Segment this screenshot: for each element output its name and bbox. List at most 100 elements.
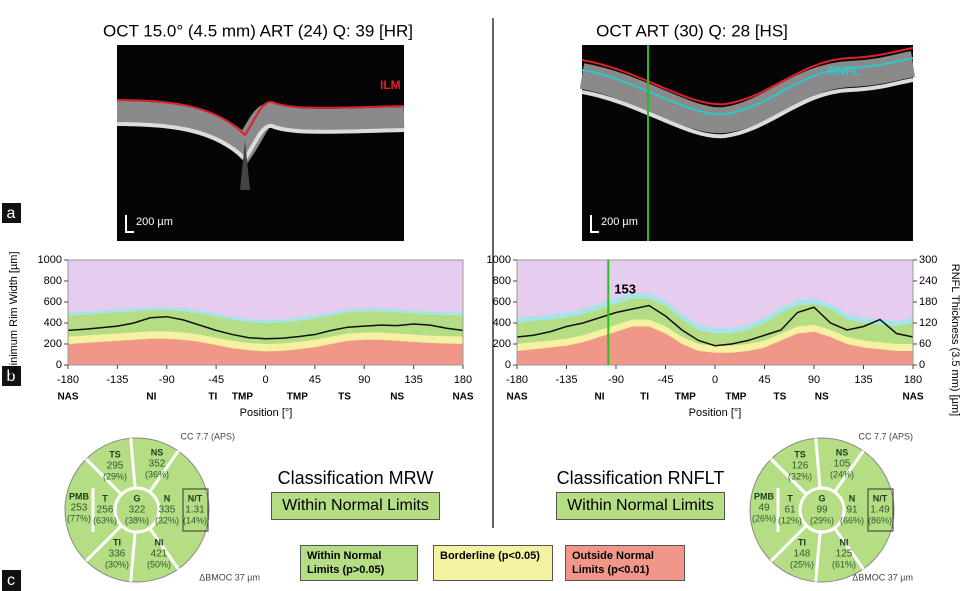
classification-result: Within Normal Limits <box>556 492 725 520</box>
sector-value: 253 <box>71 503 88 514</box>
sector-divider <box>148 450 180 493</box>
sector-name: NS <box>151 447 164 457</box>
sector-name: G <box>133 493 140 503</box>
retina-layer <box>116 101 405 165</box>
layer-label: RNFL <box>828 64 860 78</box>
sector-percent: (24%) <box>830 469 854 479</box>
x-tick-label: 90 <box>358 374 370 386</box>
panel-letter-bg <box>2 366 21 386</box>
y-tick-label: 1000 <box>38 254 62 266</box>
sector-percent: (32%) <box>155 515 179 525</box>
sector-value: 125 <box>836 549 853 560</box>
sector-value: 295 <box>107 461 124 472</box>
x-tick-label: 45 <box>309 374 321 386</box>
panel-letter-bg <box>2 570 21 591</box>
sector-divider <box>814 531 822 582</box>
scale-bar <box>590 215 599 233</box>
sector-percent: (63%) <box>93 515 117 525</box>
cc-label: CC 7.7 (APS) <box>180 431 235 441</box>
sector-label: TI <box>208 392 217 403</box>
x-tick-label: -135 <box>106 374 128 386</box>
sector-value: 336 <box>109 549 126 560</box>
sector-value: 49 <box>758 503 770 514</box>
sector-percent: (50%) <box>147 559 171 569</box>
thickness-line <box>516 304 914 347</box>
sector-name: N <box>849 493 856 503</box>
sector-label: NI <box>146 392 156 403</box>
sector-percent: (36%) <box>145 469 169 479</box>
sector-percent: (32%) <box>788 471 812 481</box>
panel-letter: a <box>7 205 16 222</box>
sector-label: NI <box>595 392 605 403</box>
y-tick-label: 200 <box>44 338 62 350</box>
y2-tick-label: 0 <box>919 359 925 371</box>
normal-range-area <box>517 326 913 365</box>
sector-label: NS <box>815 392 829 403</box>
rnfl-line <box>581 57 914 116</box>
sector-divider <box>770 458 808 496</box>
sector-label: NS <box>390 392 404 403</box>
sector-value: 91 <box>846 505 858 516</box>
sector-name: T <box>102 493 108 503</box>
sector-value: 352 <box>149 459 166 470</box>
sector-divider <box>129 531 137 582</box>
sector-name: N/T <box>873 493 888 503</box>
sector-label: TS <box>774 392 787 403</box>
sector-value: 335 <box>159 505 176 516</box>
sector-label: NAS <box>57 392 78 403</box>
y-tick-label: 800 <box>493 275 511 287</box>
sector-name: T <box>787 493 793 503</box>
annotation: 153 <box>614 281 636 296</box>
sector-percent: (86%) <box>868 515 892 525</box>
sector-label: TMP <box>232 392 253 403</box>
x-axis-label: Position [°] <box>689 407 742 419</box>
sector-name: TS <box>794 449 806 459</box>
legend-item: Within Normal Limits (p>0.05) <box>300 545 418 581</box>
sector-value: 148 <box>794 549 811 560</box>
x-tick-label: 0 <box>262 374 268 386</box>
x-tick-label: -135 <box>555 374 577 386</box>
oct-title: OCT 15.0° (4.5 mm) ART (24) Q: 39 [HR] <box>103 21 413 40</box>
x-tick-label: -45 <box>658 374 674 386</box>
y-tick-label: 400 <box>493 317 511 329</box>
y2-tick-label: 180 <box>919 296 937 308</box>
thickness-line <box>67 315 464 340</box>
sector-name: TS <box>109 449 121 459</box>
sector-percent: (26%) <box>752 513 776 523</box>
sector-label: NAS <box>506 392 527 403</box>
sector-divider <box>85 458 123 496</box>
sector-name: NS <box>836 447 849 457</box>
retina-layer <box>579 51 916 134</box>
sector-value: 126 <box>792 461 809 472</box>
retina-layer <box>581 78 914 139</box>
sector-name: NI <box>155 537 164 547</box>
legend-item: Borderline (p<0.05) <box>433 545 553 581</box>
sector-center <box>113 486 161 534</box>
x-tick-label: -90 <box>159 374 175 386</box>
legend-item: Outside Normal Limits (p<0.01) <box>565 545 685 581</box>
sector-percent: (77%) <box>67 513 91 523</box>
sector-label: NAS <box>452 392 473 403</box>
x-tick-label: 135 <box>854 374 872 386</box>
sector-name: N <box>164 493 171 503</box>
y-tick-label: 600 <box>44 296 62 308</box>
panel-letter: b <box>7 368 16 385</box>
sector-name: PMB <box>754 491 775 501</box>
sector-divider <box>833 527 865 570</box>
ratio-box <box>182 488 209 532</box>
x-tick-label: -180 <box>57 374 79 386</box>
sector-value: 322 <box>129 505 146 516</box>
oct-title: OCT ART (30) Q: 28 [HS] <box>596 21 788 40</box>
x-tick-label: -90 <box>608 374 624 386</box>
sector-label: TMP <box>725 392 746 403</box>
sector-label: TMP <box>675 392 696 403</box>
cc-label: CC 7.7 (APS) <box>858 431 913 441</box>
sector-name: G <box>818 493 825 503</box>
panel-letter: c <box>7 572 15 589</box>
sector-divider <box>129 438 137 489</box>
sector-value: 1.31 <box>185 505 205 516</box>
sector-label: TMP <box>287 392 308 403</box>
sector-percent: (12%) <box>778 515 802 525</box>
sector-divider <box>85 524 123 562</box>
classification-result: Within Normal Limits <box>271 492 440 520</box>
